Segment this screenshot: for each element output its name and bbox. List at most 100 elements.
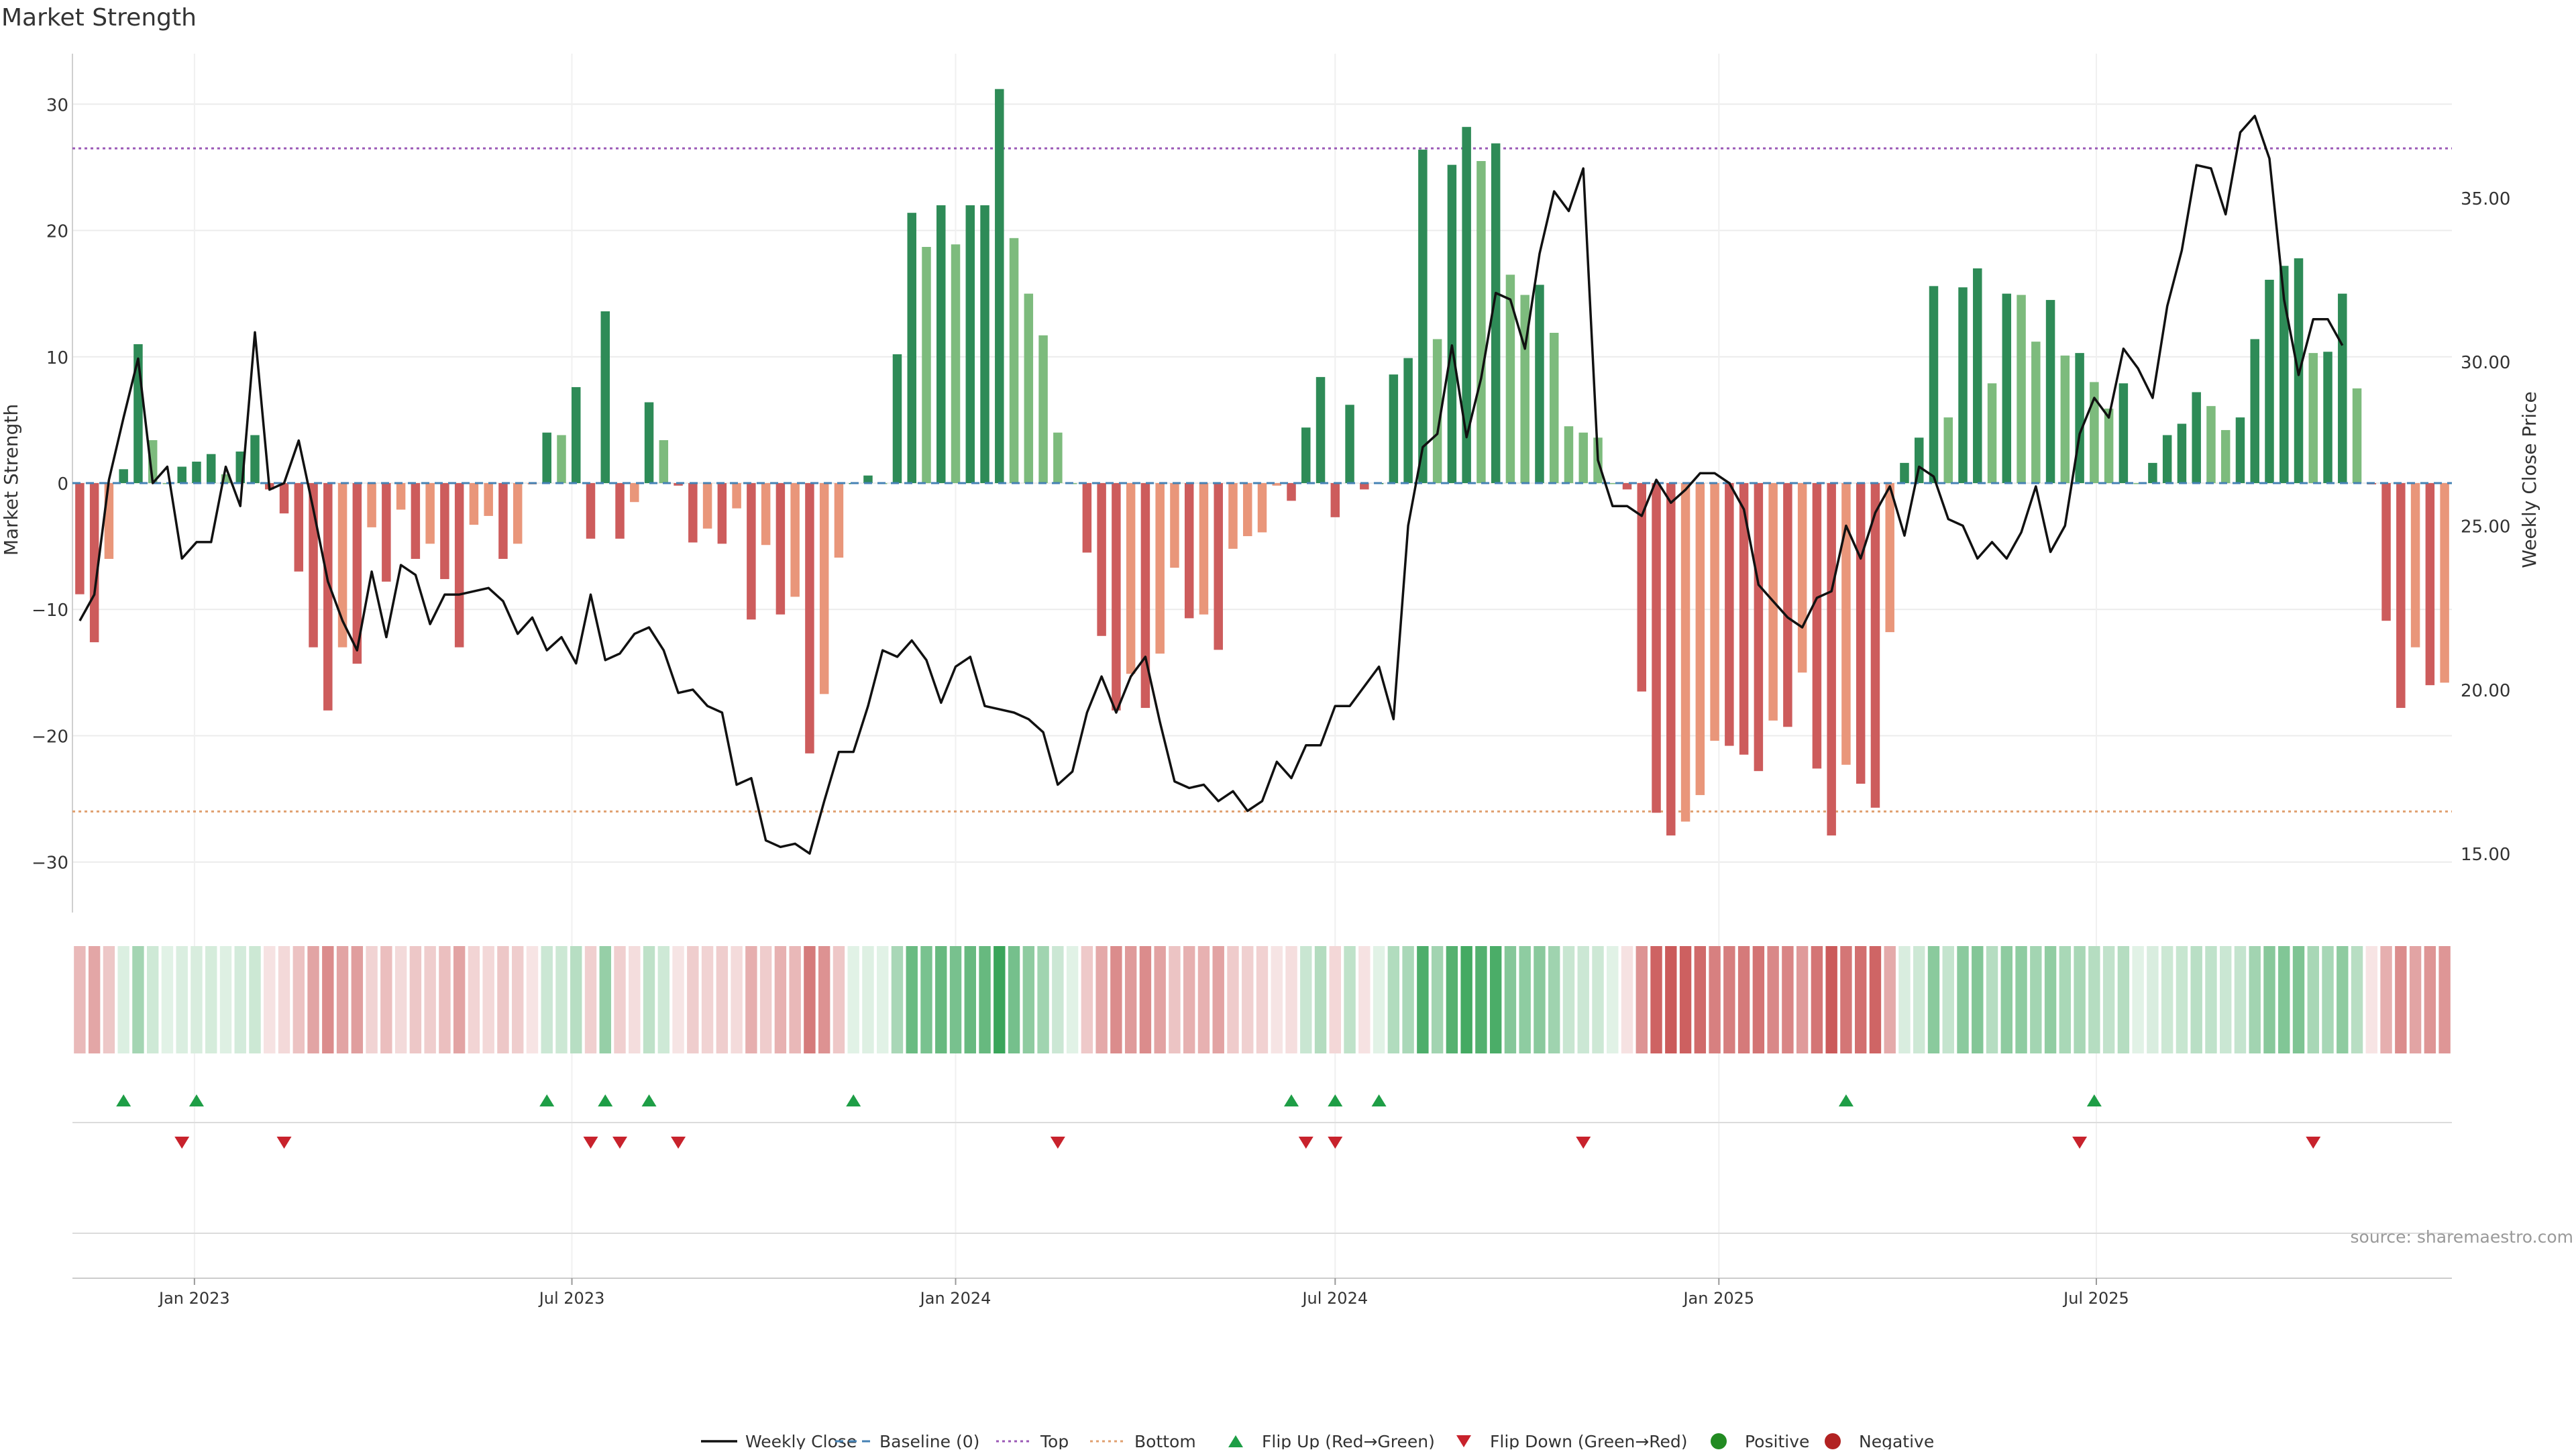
heat-cell — [979, 946, 991, 1053]
flip-down-marker — [612, 1137, 628, 1149]
strength-bar — [1564, 426, 1574, 483]
strength-bar — [1637, 483, 1647, 692]
heat-cell — [1621, 946, 1633, 1053]
strength-bar — [2192, 392, 2201, 483]
strength-bar — [1330, 483, 1340, 517]
strength-bar — [1987, 383, 1997, 483]
strength-bar — [1491, 143, 1501, 483]
legend: Weekly Close Baseline (0) Top Bottom Flip Up… — [701, 1432, 1934, 1451]
strength-bar — [279, 483, 289, 514]
heat-cell — [2147, 946, 2159, 1053]
y-ticks-right: 35.00 30.00 25.00 20.00 15.00 — [2461, 189, 2510, 865]
heat-cell — [1489, 946, 1502, 1053]
strength-bar — [1214, 483, 1223, 650]
heat-cell — [2176, 946, 2188, 1053]
strength-bar — [571, 386, 581, 483]
heat-cell — [1212, 946, 1224, 1053]
y-tick-label-left: 10 — [46, 348, 68, 368]
strength-bar — [761, 483, 771, 546]
strength-bar — [1242, 483, 1252, 537]
legend-item: Top — [996, 1432, 1069, 1451]
legend-item: Flip Up (Red→Green) — [1228, 1432, 1435, 1451]
heat-cell — [862, 946, 874, 1053]
strength-bar — [382, 483, 391, 582]
strength-bar — [294, 483, 304, 572]
heat-cell — [1446, 946, 1458, 1053]
heat-cell — [1767, 946, 1779, 1053]
strength-bar — [1652, 483, 1661, 813]
heat-cell — [2263, 946, 2275, 1053]
heat-cell — [88, 946, 101, 1053]
heat-cell — [1737, 946, 1750, 1053]
heat-cell — [2380, 946, 2392, 1053]
heat-cell — [804, 946, 816, 1053]
heat-cell — [2249, 946, 2261, 1053]
strength-bar — [396, 483, 406, 510]
x-tick-label: Jan 2023 — [158, 1289, 230, 1308]
heat-cell — [1796, 946, 1809, 1053]
strength-bar — [75, 483, 85, 594]
strength-bar — [747, 483, 756, 620]
heat-cell — [2292, 946, 2305, 1053]
heat-cell — [2059, 946, 2072, 1053]
y-tick-label-left: −10 — [32, 601, 68, 621]
heat-cell — [2424, 946, 2436, 1053]
heat-cell — [351, 946, 364, 1053]
flip-down-marker — [2072, 1137, 2088, 1149]
strength-bar — [1257, 483, 1267, 533]
heat-cell — [1548, 946, 1560, 1053]
flip-down-marker — [1328, 1137, 1343, 1149]
heat-cell — [1052, 946, 1064, 1053]
y-tick-label-left: −20 — [32, 727, 68, 747]
strength-bar — [2002, 293, 2012, 483]
strength-bar — [2250, 339, 2259, 483]
strength-bar — [936, 205, 946, 483]
strength-bar — [1680, 483, 1690, 822]
strength-bar — [1812, 483, 1822, 769]
strength-bar — [586, 483, 596, 539]
heat-cell — [468, 946, 480, 1053]
heat-cell — [1110, 946, 1122, 1053]
heat-cell — [891, 946, 904, 1053]
flip-markers — [72, 1094, 2452, 1234]
heat-cell — [176, 946, 188, 1053]
heat-cell — [1095, 946, 1108, 1053]
flip-down-marker — [1298, 1137, 1313, 1149]
strength-bar — [1578, 432, 1588, 483]
flip-up-marker — [598, 1094, 613, 1106]
strength-bar — [192, 462, 201, 483]
heat-cell — [906, 946, 918, 1053]
heat-cell — [599, 946, 611, 1053]
strength-bar — [498, 483, 508, 559]
strength-bar — [805, 483, 814, 754]
strength-bars — [72, 89, 2452, 836]
strength-bar — [1112, 483, 1121, 711]
strength-bar — [177, 466, 186, 483]
strength-bar — [352, 483, 362, 664]
strength-bar — [1958, 287, 1968, 483]
strength-bar — [1287, 483, 1296, 501]
strength-bar — [834, 483, 844, 558]
legend-item: Flip Down (Green→Red) — [1456, 1432, 1688, 1451]
strength-bar — [1126, 483, 1136, 674]
heat-cell — [2102, 946, 2115, 1053]
flip-up-marker — [641, 1094, 657, 1106]
strength-bar — [1973, 268, 1982, 483]
strength-bar — [323, 483, 333, 711]
strength-bar — [2440, 483, 2449, 683]
heat-cell — [1884, 946, 1896, 1053]
heat-cell — [1650, 946, 1662, 1053]
strength-bar — [1272, 483, 1282, 486]
heat-cell — [1562, 946, 1575, 1053]
strength-bar — [1432, 339, 1442, 483]
heat-cell — [292, 946, 305, 1053]
strength-bar — [1783, 483, 1792, 727]
heat-cell — [2438, 946, 2451, 1053]
heat-cell — [2190, 946, 2202, 1053]
strength-bar — [1827, 483, 1836, 836]
heat-cell — [394, 946, 407, 1053]
heat-cell — [731, 946, 743, 1053]
y-tick-label-left: 20 — [46, 222, 68, 242]
heat-cell — [2074, 946, 2086, 1053]
heat-cell — [716, 946, 729, 1053]
